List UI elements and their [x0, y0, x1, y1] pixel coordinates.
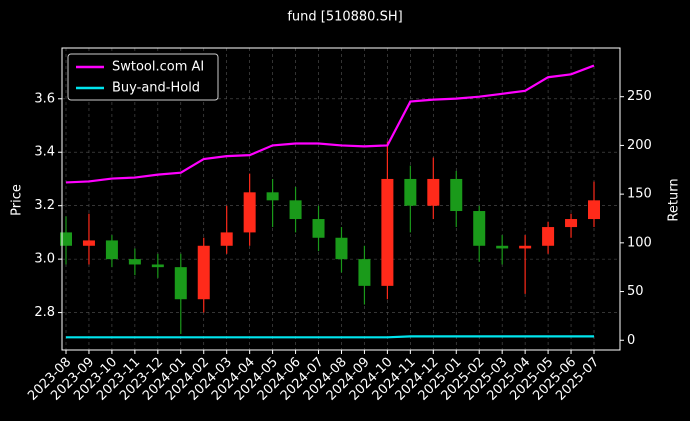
- y2-tick-label: 150: [627, 187, 652, 202]
- candle-body: [519, 245, 532, 249]
- candle-body: [588, 200, 600, 220]
- candle-body: [542, 227, 555, 246]
- y2-tick-label: 200: [627, 138, 652, 153]
- y-tick-label: 3.0: [34, 252, 55, 267]
- candle-body: [335, 237, 348, 260]
- plot-frame: [61, 47, 621, 351]
- y2-tick-label: 50: [627, 284, 644, 299]
- y-tick-label: 3.6: [34, 91, 55, 106]
- candle-body: [381, 178, 394, 286]
- y2-tick-label: 100: [627, 235, 652, 250]
- candle-body: [266, 192, 279, 201]
- y-axis-label: Price: [10, 184, 25, 216]
- candle-body: [128, 259, 141, 265]
- line-series: [66, 335, 594, 339]
- y-tick-label: 3.4: [34, 145, 55, 160]
- candle-body: [450, 178, 463, 212]
- line-series: [65, 64, 595, 184]
- y-tick-label: 3.2: [34, 198, 55, 213]
- candle-body: [151, 264, 164, 268]
- candle-body: [565, 219, 578, 228]
- chart-title: fund [510880.SH]: [287, 10, 402, 25]
- candle-body: [473, 211, 486, 246]
- candle-body: [427, 178, 440, 206]
- candle-body: [243, 192, 256, 233]
- legend-box: [67, 53, 219, 101]
- candle-body: [496, 245, 509, 249]
- candle-body: [60, 232, 72, 246]
- candle-body: [312, 219, 325, 238]
- legend-label: Swtool.com AI: [112, 60, 204, 75]
- candle-body: [82, 240, 95, 246]
- y2-tick-label: 0: [627, 333, 635, 348]
- candle-body: [358, 259, 371, 286]
- candle-body: [404, 178, 417, 206]
- candle-body: [105, 240, 118, 260]
- y2-axis-label: Return: [667, 178, 682, 221]
- y-tick-label: 2.8: [34, 305, 55, 320]
- candle-body: [197, 245, 210, 300]
- candle-body: [220, 232, 233, 246]
- candle-body: [289, 200, 302, 220]
- candle-body: [174, 267, 187, 300]
- y2-tick-label: 250: [627, 89, 652, 104]
- legend-label: Buy-and-Hold: [112, 81, 200, 96]
